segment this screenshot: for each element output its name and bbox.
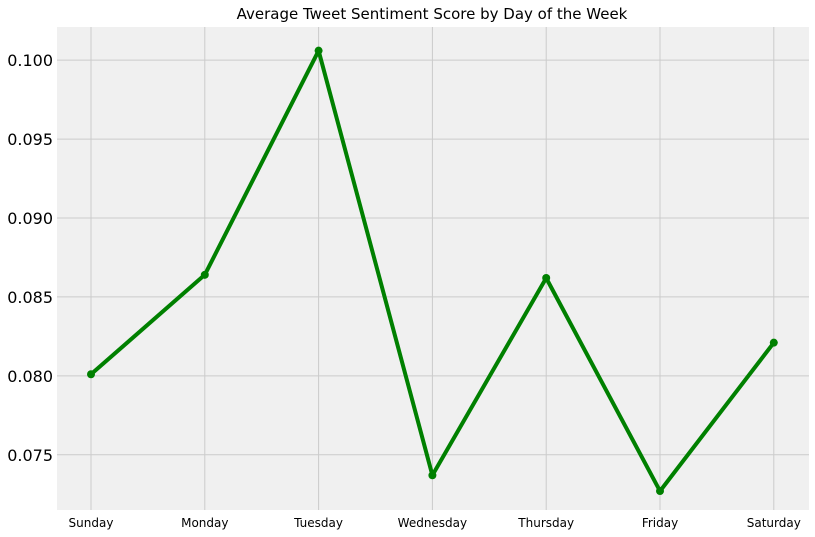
data-point [200,270,209,279]
y-tick-label: 0.085 [7,288,53,307]
y-tick-label: 0.080 [7,367,53,386]
points-layer [87,46,778,496]
data-point [769,338,778,347]
y-tick-label: 0.090 [7,209,53,228]
data-point [542,273,551,282]
data-point [656,487,664,496]
x-tick-label: Monday [181,516,228,530]
data-point [428,471,437,480]
x-tick-label: Friday [642,516,678,530]
y-tick-label: 0.095 [7,130,53,149]
x-tick-label: Wednesday [398,516,467,530]
data-point [314,46,323,55]
data-point [87,370,95,379]
x-tick-label: Sunday [69,516,114,530]
x-tick-label: Saturday [747,516,801,530]
x-tick-label: Thursday [517,516,574,530]
x-tick-labels: Sunday Monday Tuesday Wednesday Thursday Frid… [69,516,801,530]
chart-title: Average Tweet Sentiment Score by Day of … [237,5,628,23]
y-tick-label: 0.075 [7,446,53,465]
x-tick-label: Tuesday [293,516,343,530]
x-gridlines [90,27,775,510]
y-tick-label: 0.100 [7,51,53,70]
y-tick-labels: 0.075 0.080 0.085 0.090 0.095 0.100 [7,51,53,465]
y-gridlines [57,59,809,456]
plot-area [57,27,809,510]
